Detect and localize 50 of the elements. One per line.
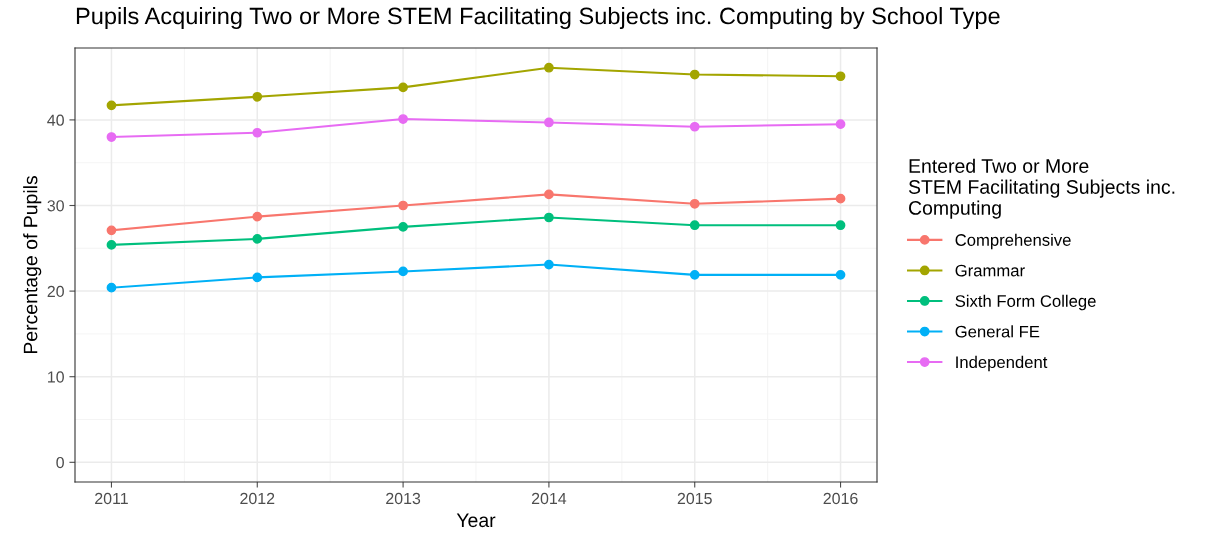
x-axis-title: Year bbox=[456, 513, 496, 528]
point bbox=[398, 82, 408, 93]
x-tick-label: 2011 bbox=[95, 492, 128, 505]
y-tick-label: 40 bbox=[47, 114, 64, 126]
point bbox=[106, 100, 117, 111]
legend-title: Entered Two or More STEM Facilitating Subjects inc. Computing bbox=[908, 158, 1175, 219]
x-tick-label: 2014 bbox=[531, 492, 567, 505]
point bbox=[252, 272, 263, 283]
point bbox=[544, 189, 554, 200]
y-tick-label: 20 bbox=[47, 285, 64, 298]
point bbox=[398, 200, 408, 211]
point bbox=[544, 62, 554, 73]
point bbox=[106, 240, 117, 250]
point bbox=[252, 211, 263, 222]
legend-label: Sixth Form College bbox=[955, 294, 1096, 311]
legend-label: Independent bbox=[956, 355, 1048, 372]
y-axis-title: Percentage of Pupils bbox=[23, 175, 42, 354]
point bbox=[689, 121, 700, 132]
point bbox=[689, 220, 700, 231]
x-tick-label: 2016 bbox=[823, 492, 858, 505]
point bbox=[689, 198, 700, 209]
point bbox=[106, 225, 117, 236]
point bbox=[252, 91, 263, 102]
point bbox=[544, 117, 554, 128]
point bbox=[106, 282, 117, 293]
point bbox=[689, 269, 700, 280]
y-tick-label: 0 bbox=[56, 456, 64, 469]
x-tick-label: 2012 bbox=[240, 492, 275, 505]
point bbox=[106, 132, 117, 142]
point bbox=[835, 71, 846, 82]
x-tick-label: 2013 bbox=[386, 492, 421, 505]
point bbox=[689, 69, 700, 80]
x-tick-label: 2015 bbox=[677, 492, 712, 505]
point bbox=[398, 266, 408, 277]
legend-label: General FE bbox=[955, 325, 1040, 338]
point bbox=[544, 259, 554, 270]
point bbox=[398, 114, 408, 124]
point bbox=[252, 234, 263, 244]
chart-title: Pupils Acquiring Two or More STEM Facilitating Subjects inc. Computing by School Type bbox=[76, 7, 1000, 29]
y-tick-label: 30 bbox=[47, 200, 64, 212]
point bbox=[835, 220, 846, 231]
point bbox=[252, 127, 263, 138]
legend-label: Grammar bbox=[955, 264, 1025, 277]
point bbox=[835, 119, 846, 130]
point bbox=[835, 193, 846, 204]
legend-label: Comprehensive bbox=[955, 233, 1071, 250]
point bbox=[835, 269, 846, 280]
point bbox=[544, 212, 554, 223]
y-tick-label: 10 bbox=[48, 371, 64, 383]
point bbox=[398, 222, 408, 232]
